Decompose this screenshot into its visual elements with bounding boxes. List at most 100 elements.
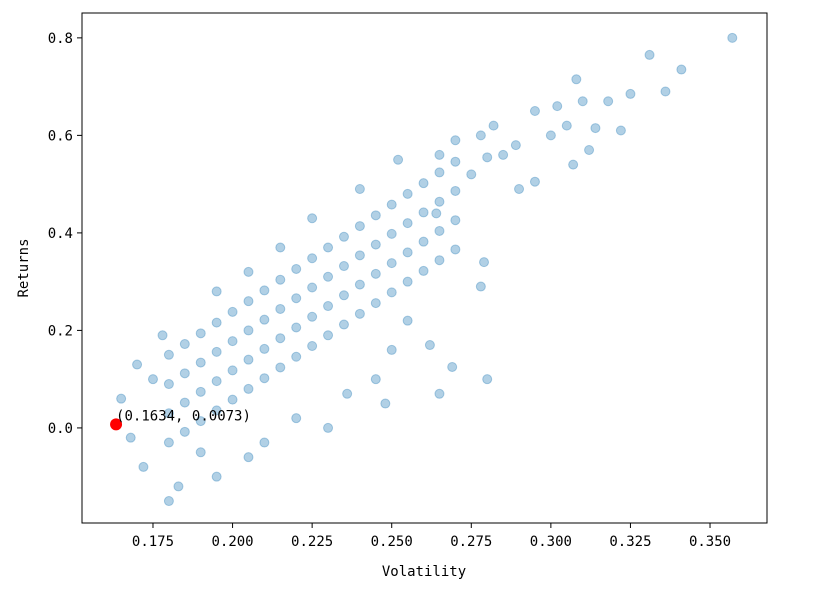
point — [307, 311, 318, 322]
point — [386, 199, 397, 210]
point — [275, 333, 286, 344]
point — [163, 408, 174, 419]
point — [307, 253, 318, 264]
point — [163, 437, 174, 448]
point — [227, 306, 238, 317]
point — [475, 281, 486, 292]
point — [488, 120, 499, 131]
point — [434, 196, 445, 207]
point — [727, 32, 738, 43]
point — [211, 405, 222, 416]
point — [482, 374, 493, 385]
point — [211, 346, 222, 357]
point — [561, 120, 572, 131]
point — [195, 447, 206, 458]
point — [424, 340, 435, 351]
point — [418, 178, 429, 189]
point — [179, 339, 190, 350]
point — [195, 328, 206, 339]
point — [354, 221, 365, 232]
point — [338, 290, 349, 301]
point — [615, 125, 626, 136]
point — [338, 231, 349, 242]
point — [157, 330, 168, 341]
point — [342, 388, 353, 399]
point — [510, 140, 521, 151]
x-axis-label: Volatility — [382, 564, 466, 580]
highlight-point — [110, 418, 123, 431]
point — [259, 285, 270, 296]
point — [138, 461, 149, 472]
point — [386, 344, 397, 355]
point — [584, 145, 595, 156]
point — [447, 361, 458, 372]
point — [475, 130, 486, 141]
point — [179, 426, 190, 437]
point — [275, 274, 286, 285]
x-tick-label: 0.225 — [291, 534, 333, 550]
point — [338, 319, 349, 330]
point — [259, 314, 270, 325]
point — [173, 481, 184, 492]
point — [291, 322, 302, 333]
point — [211, 317, 222, 328]
x-tick-label: 0.200 — [211, 534, 253, 550]
y-tick-label: 0.4 — [48, 226, 73, 242]
point — [393, 154, 404, 165]
x-tick-label: 0.175 — [132, 534, 174, 550]
point — [163, 349, 174, 360]
point — [434, 149, 445, 160]
point — [354, 308, 365, 319]
point — [590, 123, 601, 134]
point — [450, 135, 461, 146]
point — [514, 184, 525, 195]
y-axis-label: Returns — [16, 238, 32, 297]
point — [402, 218, 413, 229]
x-tick-label: 0.350 — [689, 534, 731, 550]
point — [116, 393, 127, 404]
point — [354, 250, 365, 261]
point — [431, 208, 442, 219]
point — [434, 225, 445, 236]
point — [676, 64, 687, 75]
plot-frame — [81, 12, 768, 524]
point — [338, 261, 349, 272]
point — [323, 330, 334, 341]
point — [307, 213, 318, 224]
point — [370, 239, 381, 250]
point — [418, 265, 429, 276]
point — [402, 188, 413, 199]
point — [211, 471, 222, 482]
point — [195, 386, 206, 397]
point — [625, 88, 636, 99]
point — [323, 242, 334, 253]
point — [370, 374, 381, 385]
point — [259, 343, 270, 354]
x-tick-label: 0.300 — [530, 534, 572, 550]
point — [479, 257, 490, 268]
point — [291, 293, 302, 304]
point — [291, 413, 302, 424]
point — [450, 244, 461, 255]
y-tick-label: 0.0 — [48, 421, 73, 437]
point — [195, 357, 206, 368]
point — [354, 184, 365, 195]
y-tick-label: 0.8 — [48, 31, 73, 47]
point — [179, 397, 190, 408]
point — [323, 271, 334, 282]
point — [380, 398, 391, 409]
point — [259, 437, 270, 448]
point — [227, 365, 238, 376]
point — [434, 167, 445, 178]
point — [307, 282, 318, 293]
point — [243, 266, 254, 277]
point — [243, 325, 254, 336]
point — [434, 255, 445, 266]
point — [243, 296, 254, 307]
point — [323, 422, 334, 433]
point — [568, 159, 579, 170]
point — [577, 96, 588, 107]
point — [354, 279, 365, 290]
point — [529, 176, 540, 187]
point — [402, 247, 413, 258]
